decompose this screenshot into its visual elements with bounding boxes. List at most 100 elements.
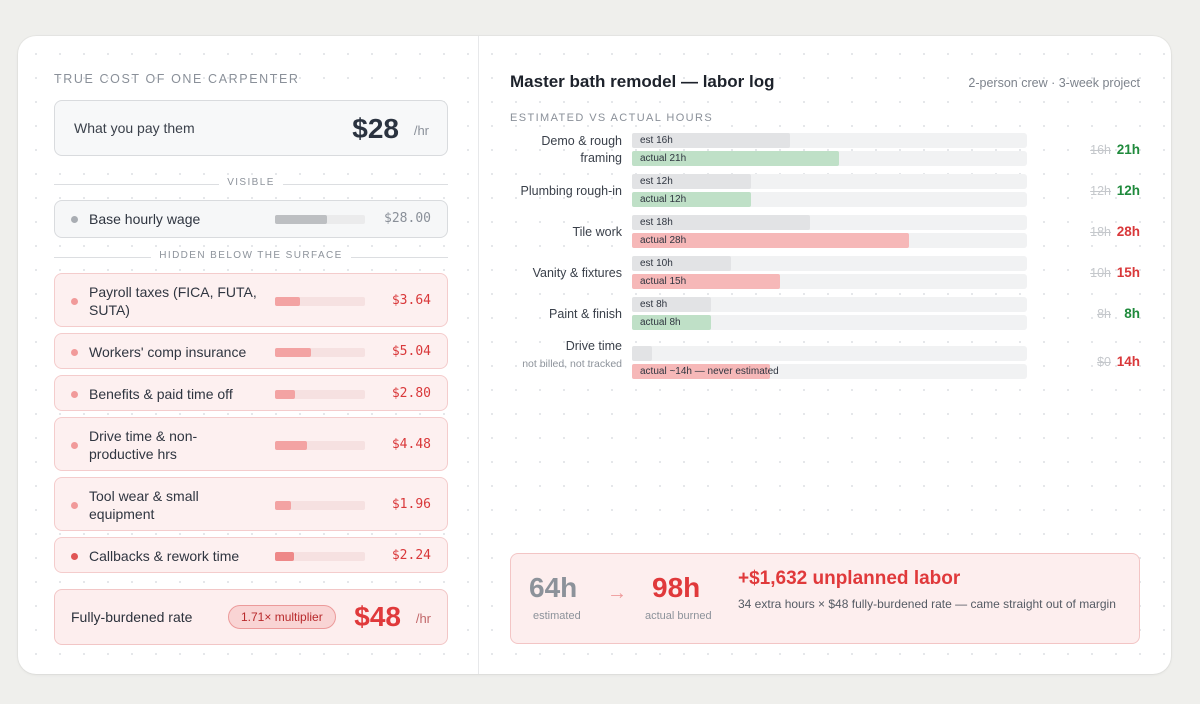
dot-icon: [71, 216, 78, 223]
cost-row-label: Payroll taxes (FICA, FUTA, SUTA): [89, 284, 257, 318]
cost-bar-track: [275, 551, 365, 561]
actual-hours: 21h: [1116, 142, 1140, 157]
labor-log-panel: Master bath remodel — labor log 2-person…: [510, 36, 1140, 674]
cost-breakdown-panel: TRUE COST OF ONE CARPENTER What you pay …: [54, 36, 448, 674]
actual-hours: 12h: [1116, 183, 1140, 198]
pay-label: What you pay them: [74, 120, 195, 136]
estimate-bar-track: est 12h: [632, 174, 1027, 189]
task-sublabel: not billed, not tracked: [522, 358, 622, 370]
actual-bar-track: actual 21h: [632, 151, 1027, 166]
arrow-right-icon: →: [607, 582, 627, 604]
estimated-hours: 16h: [1090, 143, 1111, 157]
summary-actual-value: 98h: [652, 572, 701, 603]
cost-row-label: Base hourly wage: [89, 211, 201, 227]
task-label: Paint & finish: [549, 307, 622, 321]
cost-row-value: $4.48: [391, 437, 431, 452]
cost-row-hidden: Workers' comp insurance $5.04: [54, 333, 448, 369]
cost-bar-fill: [275, 440, 308, 450]
actual-bar-track: actual 28h: [632, 233, 1027, 248]
estimated-hours: 10h: [1090, 266, 1111, 280]
estimated-hours: 12h: [1090, 184, 1111, 198]
summary-estimated-value: 64h: [529, 572, 578, 603]
cost-bar-track: [275, 296, 365, 306]
task-label: Demo & rough framing: [541, 134, 622, 165]
burdened-rate-box: Fully-burdened rate 1.71× multiplier $48…: [54, 589, 448, 645]
visible-separator: VISIBLE: [54, 177, 448, 191]
task-label: Tile work: [572, 225, 622, 239]
cost-row-value: $5.04: [391, 344, 431, 359]
dot-icon: [71, 501, 78, 509]
hidden-label: HIDDEN BELOW THE SURFACE: [151, 250, 351, 261]
estimate-bar-track: est 8h: [632, 297, 1027, 312]
estimated-hours: 8h: [1097, 307, 1111, 321]
cost-row-label: Drive time & non-productive hrs: [89, 428, 198, 462]
summary-note: 34 extra hours × $48 fully-burdened rate…: [738, 597, 1116, 611]
cost-bar-fill: [275, 551, 294, 561]
burdened-rate-value: $48: [354, 601, 401, 632]
actual-bar: actual 8h: [632, 315, 711, 330]
estimate-bar-track: [632, 346, 1027, 361]
cost-row-value: $3.64: [391, 293, 431, 308]
estimate-bar: est 16h: [632, 133, 790, 148]
summary-actual-label: actual burned: [645, 610, 712, 622]
labor-log-title: Master bath remodel — labor log: [510, 72, 775, 91]
estimate-bar: est 12h: [632, 174, 751, 189]
task-label: Plumbing rough-in: [520, 184, 622, 198]
cost-bar-track: [275, 389, 365, 399]
cost-row-label: Benefits & paid time off: [89, 386, 233, 402]
dot-icon: [71, 390, 78, 398]
pay-rate-box: What you pay them $28 /hr: [54, 100, 448, 156]
hidden-separator: HIDDEN BELOW THE SURFACE: [54, 250, 448, 264]
cost-row-value: $1.96: [391, 497, 431, 512]
actual-bar-track: actual 15h: [632, 274, 1027, 289]
cost-bar-fill: [275, 347, 311, 357]
estimated-hours: $0: [1097, 355, 1111, 369]
task-label: Drive time: [565, 339, 622, 353]
burdened-rate-unit: /hr: [415, 611, 431, 626]
actual-bar: actual 28h: [632, 233, 909, 248]
cost-row-hidden: Callbacks & rework time $2.24: [54, 537, 448, 573]
actual-hours: 8h: [1124, 306, 1140, 321]
cost-bar-track: [275, 215, 365, 224]
section-title: TRUE COST OF ONE CARPENTER: [54, 72, 300, 86]
cost-row-hidden: Drive time & non-productive hrs $4.48: [54, 417, 448, 471]
summary-estimated-label: estimated: [533, 610, 581, 622]
estimate-bar: est 18h: [632, 215, 810, 230]
actual-bar: actual 21h: [632, 151, 840, 166]
estimate-bar: [632, 346, 652, 361]
cost-bar-fill: [275, 296, 301, 306]
panel-divider: [478, 36, 479, 674]
task-row: Vanity & fixtures est 10h actual 15h 10h 15h: [510, 255, 1140, 291]
dot-icon: [71, 348, 78, 356]
cost-bar-fill: [275, 500, 292, 510]
dashboard-card: TRUE COST OF ONE CARPENTER What you pay …: [18, 36, 1171, 674]
dot-icon: [71, 441, 78, 449]
cost-row-value: $2.24: [391, 548, 431, 563]
estimated-hours: 18h: [1090, 225, 1111, 239]
cost-bar-fill: [275, 215, 328, 224]
cost-row-hidden: Payroll taxes (FICA, FUTA, SUTA) $3.64: [54, 273, 448, 327]
actual-bar: actual 15h: [632, 274, 781, 289]
cost-row-base-wage: Base hourly wage $28.00: [54, 200, 448, 238]
task-row: Plumbing rough-in est 12h actual 12h 12h 12h: [510, 173, 1140, 209]
pay-unit: /hr: [413, 123, 429, 138]
cost-row-hidden: Tool wear & small equipment $1.96: [54, 477, 448, 531]
cost-bar-fill: [275, 389, 295, 399]
labor-log-subtitle: 2-person crew · 3-week project: [968, 76, 1140, 90]
cost-row-label: Callbacks & rework time: [89, 548, 240, 564]
cost-row-hidden: Benefits & paid time off $2.80: [54, 375, 448, 411]
dot-icon: [71, 552, 78, 560]
cost-row-label: Tool wear & small equipment: [89, 488, 199, 522]
summary-headline: +$1,632 unplanned labor: [738, 568, 961, 589]
cost-row-value: $2.80: [391, 386, 431, 401]
task-row: Tile work est 18h actual 28h 18h 28h: [510, 214, 1140, 250]
multiplier-badge: 1.71× multiplier: [228, 605, 336, 629]
visible-label: VISIBLE: [219, 177, 283, 188]
task-label: Vanity & fixtures: [532, 266, 622, 280]
task-row: Demo & rough framing est 16h actual 21h 16h…: [510, 132, 1140, 168]
pay-value: $28: [352, 113, 399, 144]
actual-hours: 15h: [1116, 265, 1140, 280]
hours-section-title: ESTIMATED VS ACTUAL HOURS: [510, 112, 714, 124]
estimate-bar: est 10h: [632, 256, 731, 271]
cost-bar-track: [275, 500, 365, 510]
